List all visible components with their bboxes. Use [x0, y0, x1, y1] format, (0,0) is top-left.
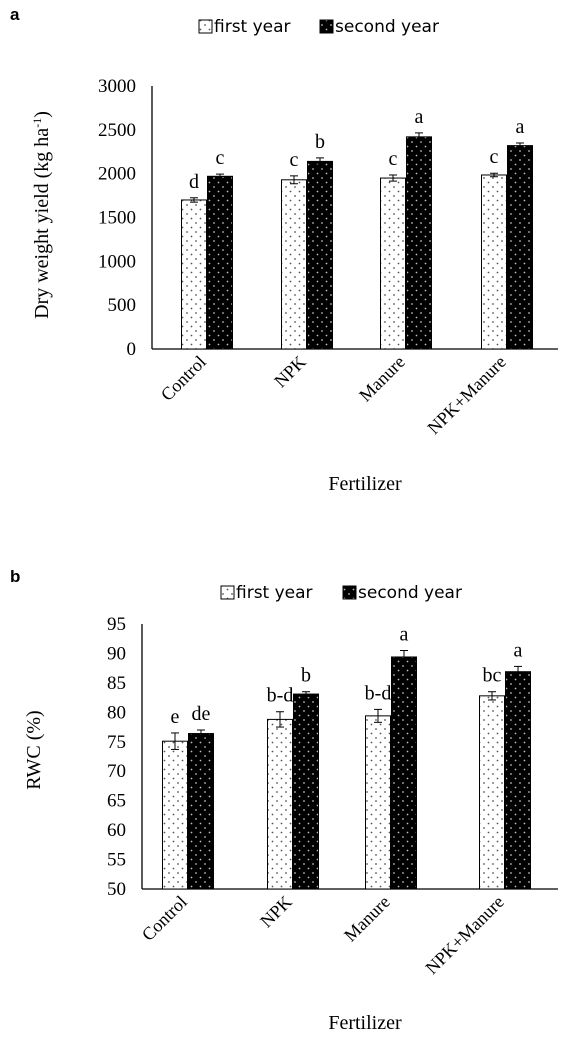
significance-letter: c	[290, 149, 299, 171]
significance-letter: a	[514, 639, 523, 661]
legend: first year second year	[198, 17, 439, 37]
bar	[365, 715, 391, 890]
x-category-label: Control	[157, 352, 210, 405]
bar	[307, 160, 333, 350]
legend-swatch-first-year	[198, 19, 213, 34]
y-tick-label: 80	[107, 702, 126, 723]
x-category-label: NPK	[270, 352, 310, 392]
error-bar	[171, 732, 179, 750]
legend-swatch-second-year	[342, 585, 357, 600]
error-bar	[197, 729, 205, 738]
bar	[507, 145, 533, 350]
bar	[181, 199, 207, 350]
significance-letter: c	[490, 146, 499, 168]
bar	[391, 656, 417, 890]
error-bar	[490, 172, 498, 178]
y-tick-label: 65	[107, 791, 126, 812]
error-bar	[302, 691, 310, 697]
y-axis-title: RWC (%)	[23, 710, 45, 789]
y-tick-label: 75	[107, 732, 126, 753]
x-category-label: Manure	[355, 352, 409, 406]
legend-label-first-year: first year	[236, 583, 313, 603]
error-bar	[389, 174, 397, 182]
bar	[481, 174, 507, 350]
significance-letter: a	[400, 624, 409, 646]
x-category-label: NPK+Manure	[423, 352, 509, 438]
error-bar	[415, 132, 423, 142]
bar	[188, 733, 214, 890]
significance-letter: a	[516, 116, 525, 138]
bar	[162, 740, 188, 890]
bar	[505, 671, 531, 890]
bar	[380, 177, 406, 350]
panel-label-b: b	[10, 567, 20, 586]
y-tick-label: 60	[107, 820, 126, 841]
legend: first year second year	[220, 583, 462, 603]
legend-label-second-year: second year	[335, 17, 439, 37]
bar	[281, 179, 307, 350]
y-tick-label: 70	[107, 761, 126, 782]
legend-swatch-first-year	[220, 585, 235, 600]
bar	[293, 693, 319, 890]
y-tick-label: 1000	[98, 251, 136, 272]
bar	[267, 718, 293, 890]
error-bar	[276, 711, 284, 728]
significance-letter: d	[189, 171, 199, 193]
error-bar	[514, 665, 522, 678]
chart-b-rwc: b first year second year RWC (%) Fertili…	[10, 567, 558, 1034]
significance-letter: b	[301, 665, 311, 687]
x-category-label: Control	[138, 892, 191, 945]
panel-label-a: a	[10, 5, 20, 24]
error-bar	[488, 691, 496, 701]
significance-letter: b-d	[267, 685, 294, 707]
y-tick-label: 50	[107, 879, 126, 900]
x-category-label: NPK+Manure	[421, 892, 507, 978]
bar	[207, 175, 233, 350]
legend-label-second-year: second year	[358, 583, 462, 603]
chart-b-bars: e b-d b-d bc de b a a	[162, 624, 531, 890]
significance-letter: b-d	[365, 682, 392, 704]
bar	[479, 695, 505, 890]
chart-a-dry-weight-yield: a first year second year Dry weight yiel…	[10, 5, 558, 495]
y-tick-label: 85	[107, 673, 126, 694]
y-tick-label: 95	[107, 614, 126, 635]
y-tick-label: 55	[107, 850, 126, 871]
error-bar	[316, 157, 324, 166]
legend-swatch-second-year	[319, 19, 334, 34]
significance-letter: b	[315, 131, 325, 153]
error-bar	[190, 197, 198, 203]
significance-letter: c	[389, 148, 398, 170]
y-tick-label: 90	[107, 643, 126, 664]
error-bar	[216, 173, 224, 179]
error-bar	[400, 650, 408, 664]
error-bar	[374, 708, 382, 723]
x-axis-title: Fertilizer	[328, 473, 402, 495]
y-tick-label: 1500	[98, 208, 136, 229]
significance-letter: e	[171, 706, 180, 728]
legend-label-first-year: first year	[214, 17, 291, 37]
significance-letter: a	[415, 106, 424, 128]
y-tick-label: 2500	[98, 120, 136, 141]
y-tick-label: 3000	[98, 76, 136, 97]
x-category-label: NPK	[256, 892, 296, 932]
x-axis-title: Fertilizer	[328, 1012, 402, 1034]
bar	[406, 136, 432, 350]
y-tick-label: 2000	[98, 164, 136, 185]
y-axis-title: Dry weight yield (kg ha-1)	[30, 111, 53, 319]
y-tick-label: 500	[108, 295, 137, 316]
x-category-label: Manure	[340, 892, 394, 946]
significance-letter: de	[192, 703, 211, 725]
significance-letter: bc	[483, 665, 502, 687]
error-bar	[516, 142, 524, 149]
y-tick-label: 0	[127, 339, 137, 360]
error-bar	[290, 175, 298, 185]
significance-letter: c	[216, 147, 225, 169]
